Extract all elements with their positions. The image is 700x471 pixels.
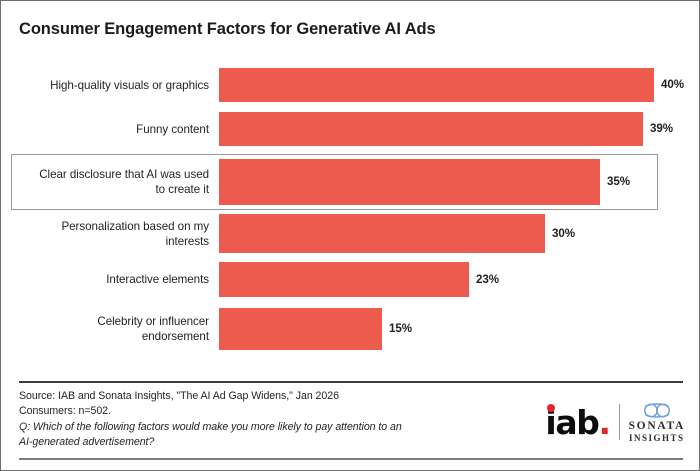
bar-rect	[219, 68, 654, 102]
iab-i-dot-icon	[546, 403, 556, 412]
bar-row-label: Interactive elements	[15, 272, 209, 287]
bar-rect	[219, 308, 382, 350]
sample-size-line: Consumers: n=502.	[19, 405, 111, 418]
bar-row-label: High-quality visuals or graphics	[15, 78, 209, 93]
logo-divider	[618, 404, 620, 440]
bar-rect	[219, 214, 545, 253]
footer-source-note: Source: IAB and Sonata Insights, "The AI…	[19, 389, 469, 451]
bar-rect	[219, 159, 600, 205]
bar-row-label-line1: Celebrity or influencer	[97, 315, 209, 328]
bar-row-label-line2: endorsement	[141, 330, 209, 343]
bar-row-label-line1: Clear disclosure that AI was used	[39, 168, 209, 181]
footer-divider-top	[19, 381, 683, 383]
question-line-2: AI-generated advertisement?	[19, 436, 155, 449]
bar-row-label: Clear disclosure that AI was used to cre…	[15, 167, 209, 197]
page-title: Consumer Engagement Factors for Generati…	[19, 20, 436, 38]
bar-row[interactable]: Personalization based on my interests 30…	[1, 214, 699, 253]
bar-row[interactable]: Interactive elements 23%	[1, 262, 699, 297]
bar-value-label: 40%	[661, 78, 684, 91]
bar-row[interactable]: Celebrity or influencer endorsement 15%	[1, 308, 699, 350]
logo-block: iab. SONATA INSIGHTS	[507, 393, 685, 451]
bar-value-label: 39%	[650, 122, 673, 135]
bar-value-label: 35%	[607, 175, 630, 188]
source-line: Source: IAB and Sonata Insights, "The AI…	[19, 390, 339, 402]
footer-divider-bottom	[19, 458, 683, 460]
sonata-wordmark-line1: SONATA	[628, 419, 685, 432]
bar-row[interactable]: High-quality visuals or graphics 40%	[1, 68, 699, 102]
bar-row[interactable]: Funny content 39%	[1, 112, 699, 146]
question-line-1: Q: Which of the following factors would …	[19, 420, 402, 433]
sonata-wordmark-line2: INSIGHTS	[629, 432, 685, 443]
bar-value-label: 30%	[552, 226, 575, 240]
bar-rect	[219, 262, 469, 297]
bar-chart-plot-area: High-quality visuals or graphics 40% Fun…	[1, 58, 699, 363]
iab-period-icon: .	[598, 402, 611, 442]
bar-row-label-line2: interests	[165, 234, 209, 248]
bar-value-label: 15%	[389, 322, 412, 335]
bar-row-label-line1: High-quality visuals or graphics	[50, 78, 209, 92]
bar-row-label-line1: Interactive elements	[106, 273, 209, 286]
bar-row-label: Celebrity or influencer endorsement	[15, 314, 209, 344]
bar-row-highlighted[interactable]: Clear disclosure that AI was used to cre…	[1, 159, 699, 205]
bar-row-label: Funny content	[15, 122, 209, 137]
iab-logo: iab.	[545, 402, 611, 442]
sonata-infinity-knot-icon	[643, 402, 670, 418]
bar-value-label: 23%	[476, 272, 499, 286]
bar-rect	[219, 112, 643, 146]
iab-wordmark: iab	[545, 402, 599, 442]
bar-row-label: Personalization based on my interests	[15, 219, 209, 249]
bar-row-label-line1: Funny content	[136, 122, 209, 136]
bar-row-label-line1: Personalization based on my	[61, 219, 209, 233]
sonata-insights-logo: SONATA INSIGHTS	[629, 402, 685, 443]
bar-row-label-line2: to create it	[155, 183, 209, 196]
